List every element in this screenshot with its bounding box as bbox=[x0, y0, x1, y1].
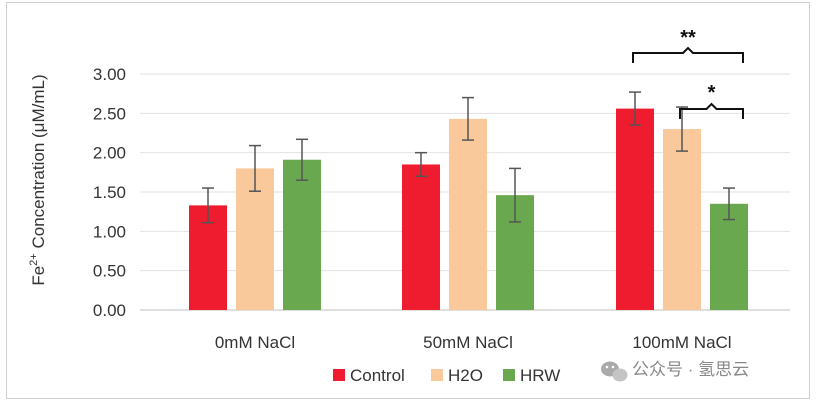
bar-h2o-0 bbox=[236, 168, 274, 310]
significance-annotations: *** bbox=[632, 27, 744, 119]
significance-label: * bbox=[708, 82, 716, 104]
error-bar bbox=[629, 91, 641, 126]
error-bar bbox=[249, 144, 261, 192]
bar-hrw-0 bbox=[283, 159, 321, 310]
x-tick-label: 0mM NaCl bbox=[215, 333, 295, 352]
error-bar bbox=[415, 151, 427, 178]
y-tick-label: 1.00 bbox=[93, 222, 126, 241]
y-tick-label: 3.00 bbox=[93, 65, 126, 84]
legend-label: HRW bbox=[520, 366, 560, 385]
legend-item-hrw: HRW bbox=[503, 366, 560, 385]
y-axis-label: Fe2+ Concentration (μM/mL) bbox=[28, 74, 48, 285]
y-tick-label: 2.50 bbox=[93, 104, 126, 123]
significance-bracket: ** bbox=[632, 27, 744, 63]
significance-label: ** bbox=[680, 27, 696, 49]
bar-h2o-2 bbox=[663, 129, 701, 310]
legend: Control H2O HRW bbox=[333, 366, 560, 385]
error-bar bbox=[676, 106, 688, 152]
error-bars bbox=[202, 91, 735, 224]
error-bar bbox=[723, 187, 735, 221]
watermark: 公众号 · 氢思云 bbox=[601, 360, 749, 382]
y-tick-label: 0.50 bbox=[93, 262, 126, 281]
legend-label: Control bbox=[350, 366, 405, 385]
bar-control-1 bbox=[402, 164, 440, 310]
error-bar bbox=[202, 187, 214, 224]
x-axis-categories: 0mM NaCl 50mM NaCl 100mM NaCl bbox=[215, 333, 732, 352]
legend-item-h2o: H2O bbox=[431, 366, 483, 385]
legend-label: H2O bbox=[448, 366, 483, 385]
wechat-icon bbox=[601, 361, 628, 382]
error-bar bbox=[462, 96, 474, 141]
legend-swatch bbox=[333, 369, 345, 381]
watermark-text: 公众号 · 氢思云 bbox=[632, 360, 749, 379]
y-axis-ticks: 0.00 0.50 1.00 1.50 2.00 2.50 3.00 bbox=[93, 65, 126, 320]
error-bar bbox=[509, 167, 521, 223]
bar-hrw-2 bbox=[710, 203, 748, 310]
x-tick-label: 50mM NaCl bbox=[423, 333, 513, 352]
significance-bracket: * bbox=[679, 82, 744, 119]
y-tick-label: 0.00 bbox=[93, 301, 126, 320]
y-tick-label: 2.00 bbox=[93, 144, 126, 163]
bar-h2o-1 bbox=[449, 118, 487, 310]
legend-swatch bbox=[431, 369, 443, 381]
y-tick-label: 1.50 bbox=[93, 183, 126, 202]
x-tick-label: 100mM NaCl bbox=[632, 333, 731, 352]
legend-item-control: Control bbox=[333, 366, 405, 385]
error-bar bbox=[296, 138, 308, 181]
legend-swatch bbox=[503, 369, 515, 381]
bar-control-2 bbox=[616, 108, 654, 310]
